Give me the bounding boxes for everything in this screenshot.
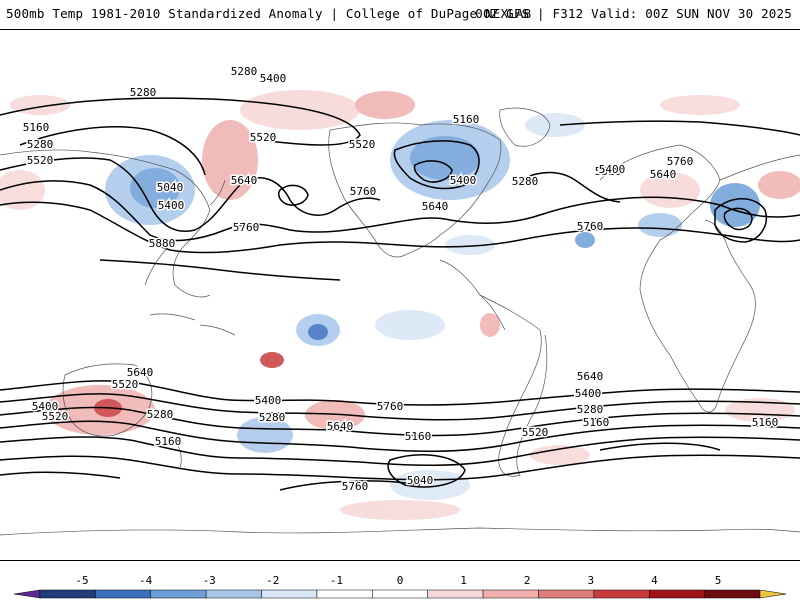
colorbar-segment [95, 589, 152, 599]
coastlines [0, 107, 800, 536]
contour-label: 5520 [522, 426, 549, 439]
contour-label: 5400 [255, 394, 282, 407]
colorbar-segment [150, 589, 207, 599]
colorbar-tick-label: -5 [75, 574, 88, 587]
colorbar: -5 -4 -3 -2 -1 0 1 2 3 4 5 [0, 560, 800, 600]
contour-label: 5520 [42, 410, 69, 423]
colorbar-tick-label: 2 [524, 574, 531, 587]
contour-label: 5760 [233, 221, 260, 234]
contour-label: 5040 [157, 181, 184, 194]
map-panel[interactable]: 5280 5400 5280 5160 5280 5520 5040 5400 5640 5760… [0, 29, 800, 561]
contour-label: 5640 [577, 370, 604, 383]
contour-label: 5760 [342, 480, 369, 493]
header: 500mb Temp 1981-2010 Standardized Anomal… [0, 0, 800, 28]
colorbar-tick-label: -3 [203, 574, 216, 587]
contour-label: 5160 [155, 435, 182, 448]
contour-label: 5040 [407, 474, 434, 487]
contour-label: 5640 [127, 366, 154, 379]
contour-label: 5280 [577, 403, 604, 416]
contour-label: 5520 [27, 154, 54, 167]
cold-anomaly-shading [105, 113, 760, 500]
colorbar-segment [538, 589, 595, 599]
contour-label: 5280 [130, 86, 157, 99]
height-contours [0, 97, 800, 491]
contour-label: 5400 [450, 174, 477, 187]
contour-label: 5640 [422, 200, 449, 213]
contour-label: 5280 [259, 411, 286, 424]
colorbar-tick-label: -2 [266, 574, 279, 587]
map-title: 500mb Temp 1981-2010 Standardized Anomal… [6, 6, 532, 21]
contour-label: 5400 [32, 400, 59, 413]
contour-label: 5400 [575, 387, 602, 400]
contour-labels: 5280540052805160528055205040540056405760… [21, 64, 780, 495]
contour-label: 5280 [147, 408, 174, 421]
contour-label: 5160 [583, 416, 610, 429]
colorbar-segment [261, 589, 318, 599]
colorbar-ticks: -5 -4 -3 -2 -1 0 1 2 3 4 5 [75, 574, 721, 587]
colorbar-segment [316, 589, 373, 599]
anomaly-map[interactable]: 5280540052805160528055205040540056405760… [0, 30, 800, 560]
contour-label: 5640 [327, 420, 354, 433]
colorbar-segment [205, 589, 262, 599]
contour-label: 5400 [260, 72, 287, 85]
colorbar-segments [13, 589, 787, 599]
colorbar-tick-label: 3 [587, 574, 594, 587]
colorbar-max-arrow [759, 589, 787, 599]
colorbar-svg: -5 -4 -3 -2 -1 0 1 2 3 4 5 [13, 574, 787, 599]
contour-label: 5760 [667, 155, 694, 168]
colorbar-segment [593, 589, 650, 599]
contour-label: 5280 [512, 175, 539, 188]
contour-label: 5160 [752, 416, 779, 429]
contour-label: 5160 [405, 430, 432, 443]
colorbar-segment [39, 589, 96, 599]
contour-label: 5280 [27, 138, 54, 151]
contour-label: 5640 [650, 168, 677, 181]
colorbar-tick-label: 1 [460, 574, 467, 587]
contour-label: 5760 [377, 400, 404, 413]
contour-label: 5400 [158, 199, 185, 212]
colorbar-tick-label: 0 [397, 574, 404, 587]
colorbar-segment [482, 589, 539, 599]
colorbar-segment [427, 589, 484, 599]
contour-label: 5520 [250, 131, 277, 144]
contour-label: 5520 [595, 165, 622, 178]
contour-label: 5400 [599, 163, 626, 176]
contour-label: 5520 [112, 378, 139, 391]
colorbar-tick-label: -1 [330, 574, 343, 587]
colorbar-segment [704, 589, 761, 599]
contour-label: 5280 [231, 65, 258, 78]
contour-label: 5160 [453, 113, 480, 126]
contour-label: 5640 [231, 174, 258, 187]
colorbar-segment [372, 589, 428, 599]
colorbar-segment [648, 589, 705, 599]
contour-label: 5760 [350, 185, 377, 198]
contour-label: 5880 [149, 237, 176, 250]
contour-label: 5520 [349, 138, 376, 151]
colorbar-tick-label: -4 [139, 574, 153, 587]
colorbar-min-arrow [13, 589, 41, 599]
contour-label: 5160 [23, 121, 50, 134]
colorbar-tick-label: 4 [651, 574, 658, 587]
model-run-info: 00Z GFS | F312 Valid: 00Z SUN NOV 30 202… [475, 6, 792, 21]
contour-label: 5760 [577, 220, 604, 233]
colorbar-tick-label: 5 [715, 574, 722, 587]
contour-label: 5280 [512, 175, 539, 188]
